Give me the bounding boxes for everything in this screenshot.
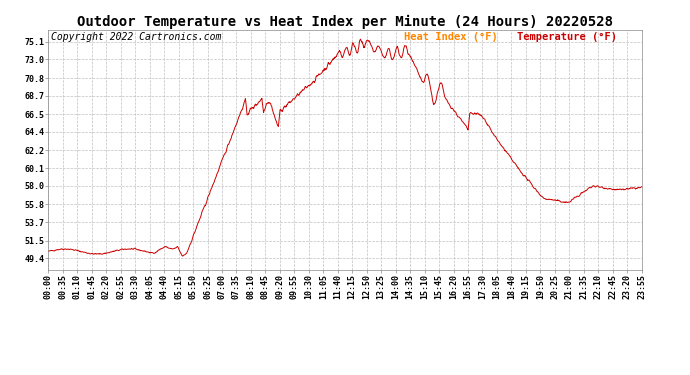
Text: Copyright 2022 Cartronics.com: Copyright 2022 Cartronics.com: [51, 32, 221, 42]
Text: Temperature (°F): Temperature (°F): [517, 32, 617, 42]
Text: Heat Index (°F): Heat Index (°F): [404, 32, 498, 42]
Title: Outdoor Temperature vs Heat Index per Minute (24 Hours) 20220528: Outdoor Temperature vs Heat Index per Mi…: [77, 15, 613, 29]
